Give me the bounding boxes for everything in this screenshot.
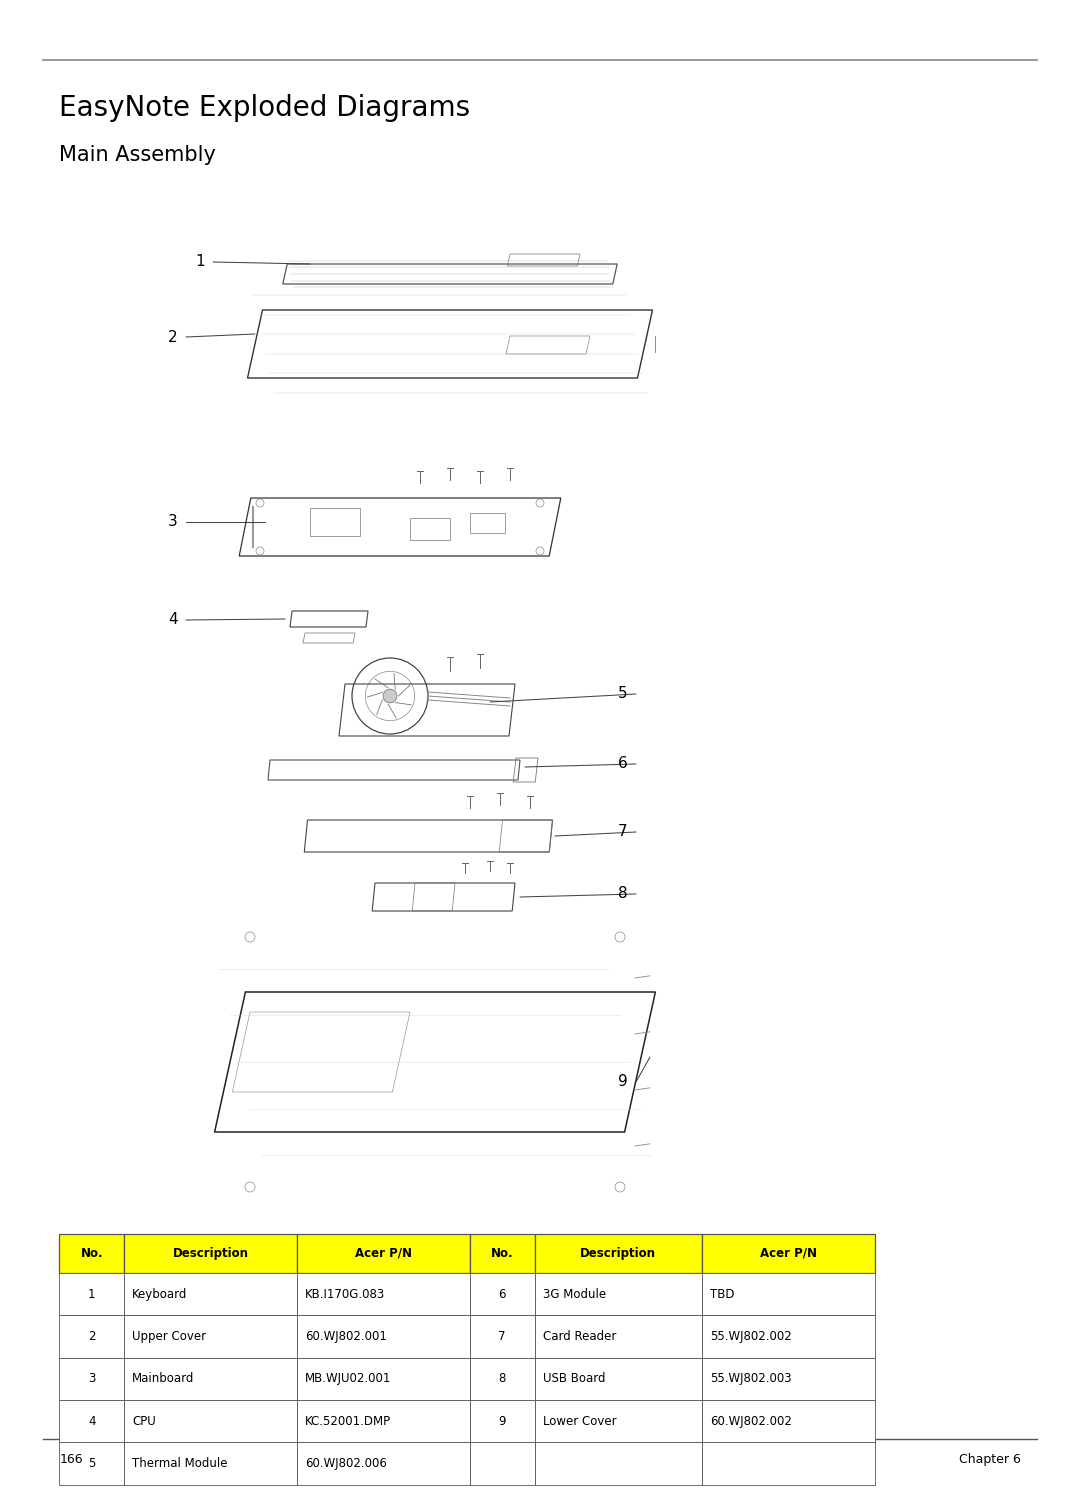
Bar — [535, 1315, 702, 1358]
Bar — [470, 1400, 535, 1442]
Bar — [702, 1315, 875, 1358]
Text: 6: 6 — [499, 1288, 505, 1300]
Text: 4: 4 — [168, 612, 177, 627]
Text: 55.WJ802.003: 55.WJ802.003 — [710, 1373, 792, 1385]
Bar — [702, 1273, 875, 1315]
Text: KB.I170G.083: KB.I170G.083 — [305, 1288, 386, 1300]
Text: 3G Module: 3G Module — [542, 1288, 606, 1300]
Bar — [702, 1442, 875, 1485]
Text: 9: 9 — [618, 1075, 627, 1090]
Text: Lower Cover: Lower Cover — [542, 1415, 617, 1427]
Bar — [535, 1442, 702, 1485]
Text: Description: Description — [173, 1247, 248, 1259]
Text: 6: 6 — [618, 756, 627, 771]
Circle shape — [383, 689, 396, 703]
Text: 60.WJ802.006: 60.WJ802.006 — [305, 1458, 387, 1470]
Text: 5: 5 — [89, 1458, 95, 1470]
Text: 2: 2 — [89, 1331, 95, 1343]
Text: MB.WJU02.001: MB.WJU02.001 — [305, 1373, 391, 1385]
Text: Chapter 6: Chapter 6 — [959, 1453, 1021, 1467]
Text: 9: 9 — [499, 1415, 505, 1427]
Bar — [59, 1400, 124, 1442]
Bar — [124, 1315, 297, 1358]
Text: 7: 7 — [618, 824, 627, 839]
Bar — [702, 1400, 875, 1442]
Bar — [124, 1234, 297, 1273]
Bar — [702, 1358, 875, 1400]
Text: Keyboard: Keyboard — [132, 1288, 188, 1300]
Bar — [59, 1273, 124, 1315]
Bar — [470, 1273, 535, 1315]
Bar — [535, 1400, 702, 1442]
Bar — [297, 1273, 470, 1315]
Bar — [59, 1234, 124, 1273]
Bar — [297, 1315, 470, 1358]
Text: 60.WJ802.001: 60.WJ802.001 — [305, 1331, 387, 1343]
Bar — [702, 1234, 875, 1273]
Bar — [470, 1234, 535, 1273]
Bar — [59, 1358, 124, 1400]
Text: Upper Cover: Upper Cover — [132, 1331, 206, 1343]
Text: 2: 2 — [168, 330, 177, 345]
Text: 5: 5 — [618, 686, 627, 702]
Text: 60.WJ802.002: 60.WJ802.002 — [710, 1415, 792, 1427]
Text: 8: 8 — [618, 886, 627, 901]
Text: 4: 4 — [89, 1415, 95, 1427]
Bar — [297, 1400, 470, 1442]
Text: 8: 8 — [499, 1373, 505, 1385]
Bar — [297, 1234, 470, 1273]
Text: Description: Description — [580, 1247, 657, 1259]
Text: 7: 7 — [499, 1331, 505, 1343]
Bar — [535, 1234, 702, 1273]
Text: USB Board: USB Board — [542, 1373, 605, 1385]
Text: 3: 3 — [89, 1373, 95, 1385]
Text: TBD: TBD — [710, 1288, 734, 1300]
Bar — [124, 1442, 297, 1485]
Bar — [59, 1315, 124, 1358]
Text: 1: 1 — [89, 1288, 95, 1300]
Bar — [535, 1358, 702, 1400]
Text: 1: 1 — [195, 254, 204, 269]
Text: Main Assembly: Main Assembly — [59, 145, 216, 165]
Text: EasyNote Exploded Diagrams: EasyNote Exploded Diagrams — [59, 94, 471, 122]
Bar — [124, 1273, 297, 1315]
Text: Card Reader: Card Reader — [542, 1331, 616, 1343]
Bar — [124, 1358, 297, 1400]
Text: 3: 3 — [168, 514, 178, 529]
Bar — [470, 1315, 535, 1358]
Bar — [470, 1442, 535, 1485]
Bar — [297, 1442, 470, 1485]
Text: 55.WJ802.002: 55.WJ802.002 — [710, 1331, 792, 1343]
Bar — [59, 1442, 124, 1485]
Text: Acer P/N: Acer P/N — [355, 1247, 411, 1259]
Bar — [470, 1358, 535, 1400]
Text: No.: No. — [81, 1247, 103, 1259]
Text: Acer P/N: Acer P/N — [760, 1247, 816, 1259]
Bar — [124, 1400, 297, 1442]
Text: No.: No. — [491, 1247, 513, 1259]
Text: Mainboard: Mainboard — [132, 1373, 194, 1385]
Text: KC.52001.DMP: KC.52001.DMP — [305, 1415, 391, 1427]
Text: Thermal Module: Thermal Module — [132, 1458, 228, 1470]
Text: CPU: CPU — [132, 1415, 156, 1427]
Bar — [297, 1358, 470, 1400]
Text: 166: 166 — [59, 1453, 83, 1467]
Bar — [535, 1273, 702, 1315]
